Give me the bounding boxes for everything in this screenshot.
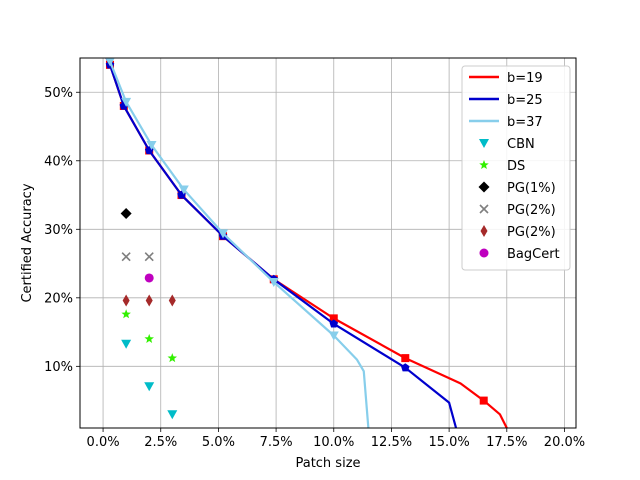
scatter-4-point: [122, 294, 130, 307]
x-tick-label: 17.5%: [486, 435, 527, 450]
axes-frame: [79, 57, 577, 429]
scatter-0-point: [121, 339, 132, 349]
x-tick-label: 0.0%: [87, 435, 120, 450]
series-0-point: [329, 314, 338, 323]
series-2-point: [146, 141, 157, 151]
legend: b=19 b=25 b=37 CBN DS PG(1%) PG(2%) PG(2%) BagCe…: [461, 65, 571, 271]
scatter-1-point: [121, 309, 131, 319]
legend-marker-swatch: [480, 225, 488, 237]
series-1-point: [329, 319, 339, 328]
plot-area: [105, 58, 508, 428]
scatter-0-point: [144, 382, 155, 392]
series-0-point: [479, 396, 488, 405]
series-2-point: [268, 278, 279, 288]
legend-label: PG(1%): [507, 181, 556, 196]
legend-label: b=37: [507, 115, 543, 130]
y-tick-label: 40%: [44, 154, 73, 169]
legend-marker-swatch: [479, 160, 489, 170]
y-axis-label: Certified Accuracy: [20, 183, 35, 302]
series-2-point: [218, 229, 229, 239]
y-tick-label: 20%: [44, 291, 73, 306]
x-tick-label: 7.5%: [260, 435, 293, 450]
x-tick-label: 2.5%: [144, 435, 177, 450]
y-tick-label: 50%: [44, 86, 73, 101]
scatter-2-point: [120, 208, 132, 220]
series-2-point: [121, 97, 132, 107]
x-tick-label: 15.0%: [428, 435, 469, 450]
series-1-point: [401, 363, 410, 372]
y-tick-label: 10%: [44, 360, 73, 375]
x-axis-label: Patch size: [295, 456, 360, 471]
scatter-4-point: [168, 294, 176, 307]
x-tick-label: 12.5%: [371, 435, 412, 450]
scatter-3-point: [121, 252, 131, 262]
legend-marker-swatch: [479, 204, 489, 214]
series-2-point: [105, 58, 115, 67]
legend-box: [461, 65, 571, 271]
x-tick-label: 5.0%: [202, 435, 235, 450]
scatter-3-point: [144, 252, 154, 262]
legend-label: b=19: [507, 71, 543, 86]
x-tick-label: 20.0%: [544, 435, 585, 450]
x-tick-label: 10.0%: [313, 435, 354, 450]
scatter-5-point: [144, 273, 154, 283]
legend-label: PG(2%): [507, 203, 556, 218]
legend-marker-swatch: [478, 181, 490, 193]
legend-label: PG(2%): [507, 225, 556, 240]
legend-label: CBN: [507, 137, 535, 152]
scatter-4-point: [145, 294, 153, 307]
legend-label: b=25: [507, 93, 543, 108]
legend-label: BagCert: [507, 247, 560, 262]
legend-marker-swatch: [479, 248, 489, 258]
scatter-1-point: [144, 333, 154, 343]
legend-marker-swatch: [479, 139, 489, 148]
legend-label: DS: [507, 159, 525, 174]
scatter-1-point: [167, 353, 178, 363]
series-2-point: [328, 331, 339, 341]
scatter-0-point: [167, 410, 178, 420]
axis-ticks: 0.0% 2.5% 5.0% 7.5% 10.0% 12.5% 15.0% 17.5% 20.0…: [44, 86, 585, 450]
series-0-point: [401, 354, 410, 363]
series-2-point: [178, 185, 189, 195]
y-tick-label: 30%: [44, 223, 73, 238]
